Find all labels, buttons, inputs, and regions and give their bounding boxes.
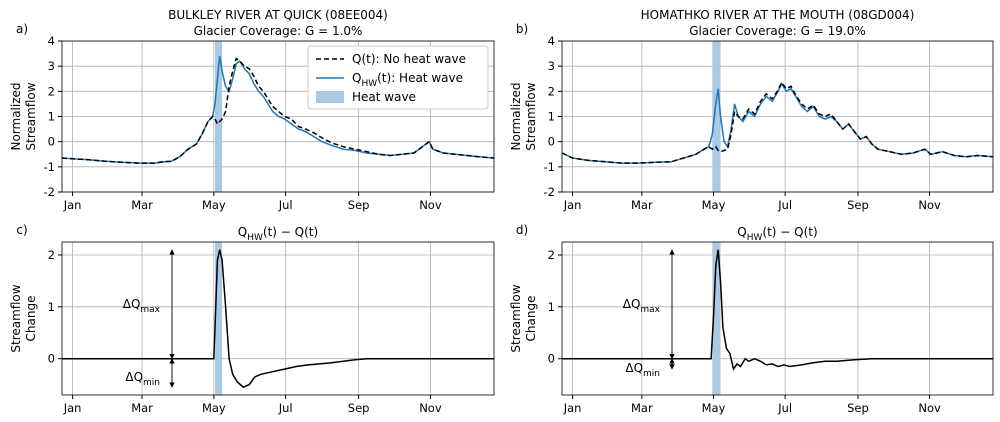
legend-label: Heat wave bbox=[352, 90, 416, 104]
chart-title: QHW(t) − Q(t) bbox=[737, 225, 817, 243]
y-axis-label: Streamflow bbox=[9, 284, 23, 352]
panel-label: c) bbox=[16, 223, 27, 237]
y-tick-label: 0 bbox=[48, 134, 55, 148]
x-tick-label: Jan bbox=[63, 198, 82, 212]
chart-title: QHW(t) − Q(t) bbox=[238, 225, 318, 243]
heat-wave-span bbox=[712, 41, 721, 192]
x-tick-label: Nov bbox=[419, 401, 442, 415]
y-axis-label: Streamflow bbox=[524, 82, 538, 150]
y-tick-label: 3 bbox=[48, 59, 55, 73]
legend-label: QHW(t): Heat wave bbox=[352, 71, 463, 89]
x-tick-label: Jul bbox=[278, 401, 293, 415]
y-tick-label: 0 bbox=[548, 134, 555, 148]
series-line bbox=[61, 57, 495, 164]
x-tick-label: Sep bbox=[348, 198, 370, 212]
panel: -2 -1 0 1 2 3 4 Jan Mar May Jul Sep Nov BULKLEY RIVER… bbox=[9, 8, 495, 212]
x-tick-label: Jan bbox=[563, 198, 582, 212]
x-tick-label: May bbox=[202, 401, 226, 415]
axes-frame bbox=[61, 241, 495, 396]
panel-label: a) bbox=[16, 22, 28, 36]
chart-title: BULKLEY RIVER AT QUICK (08EE004) bbox=[168, 8, 388, 22]
y-tick-label: 1 bbox=[48, 109, 55, 123]
y-tick-label: -2 bbox=[44, 185, 55, 199]
y-tick-label: -1 bbox=[44, 159, 55, 173]
annotation: ΔQmin bbox=[125, 369, 160, 387]
x-tick-label: Mar bbox=[631, 401, 653, 415]
axes-frame bbox=[561, 40, 994, 193]
x-tick-label: Jan bbox=[563, 401, 582, 415]
y-tick-label: 2 bbox=[48, 247, 55, 261]
x-tick-label: Sep bbox=[348, 401, 370, 415]
x-tick-label: Jul bbox=[777, 198, 792, 212]
series-line bbox=[561, 81, 994, 164]
x-tick-label: Nov bbox=[419, 198, 442, 212]
panel-label: b) bbox=[516, 22, 528, 36]
heat-wave-span bbox=[215, 41, 223, 192]
heat-wave-span bbox=[215, 242, 223, 395]
chart-title: Glacier Coverage: G = 19.0% bbox=[689, 24, 866, 38]
x-tick-label: Sep bbox=[847, 198, 869, 212]
x-tick-label: May bbox=[702, 401, 726, 415]
axes-frame bbox=[561, 241, 994, 396]
y-axis-label: Change bbox=[24, 296, 38, 342]
annotation: ΔQmin bbox=[625, 360, 660, 378]
legend-label: Q(t): No heat wave bbox=[352, 52, 466, 66]
y-axis-label: Change bbox=[524, 296, 538, 342]
y-tick-label: 4 bbox=[48, 34, 55, 48]
x-tick-label: Mar bbox=[631, 198, 653, 212]
y-tick-label: 4 bbox=[548, 34, 555, 48]
panel: 0 1 2 Jan Mar May Jul Sep Nov ΔQmax ΔQmin QHW(t) − … bbox=[9, 223, 495, 415]
y-tick-label: 1 bbox=[548, 109, 555, 123]
y-axis-label: Normalized bbox=[9, 82, 23, 150]
y-axis-label: Streamflow bbox=[24, 82, 38, 150]
y-tick-label: -2 bbox=[544, 185, 555, 199]
chart-title: Glacier Coverage: G = 1.0% bbox=[194, 24, 363, 38]
y-tick-label: 2 bbox=[548, 247, 555, 261]
x-tick-label: Jul bbox=[278, 198, 293, 212]
legend-box bbox=[307, 45, 489, 110]
x-tick-label: May bbox=[702, 198, 726, 212]
panel: -2 -1 0 1 2 3 4 Jan Mar May Jul Sep Nov HOMATHKO RIVE… bbox=[509, 8, 994, 212]
y-axis-label: Normalized bbox=[509, 82, 523, 150]
panel: 0 1 2 Jan Mar May Jul Sep Nov ΔQmax ΔQmin QHW(t) − … bbox=[509, 223, 994, 415]
y-tick-label: 0 bbox=[548, 351, 555, 365]
axes-frame bbox=[61, 40, 495, 193]
x-tick-label: Nov bbox=[918, 401, 941, 415]
y-tick-label: 2 bbox=[48, 84, 55, 98]
series-line bbox=[562, 249, 993, 371]
x-tick-label: Jan bbox=[63, 401, 82, 415]
y-tick-label: 3 bbox=[548, 59, 555, 73]
x-tick-label: May bbox=[202, 198, 226, 212]
y-tick-label: 2 bbox=[548, 84, 555, 98]
x-tick-label: Jul bbox=[777, 401, 792, 415]
series-line bbox=[62, 249, 494, 389]
series-line bbox=[561, 82, 994, 164]
y-tick-label: 0 bbox=[48, 351, 55, 365]
x-tick-label: Mar bbox=[131, 198, 153, 212]
x-tick-label: Mar bbox=[131, 401, 153, 415]
heat-wave-span bbox=[712, 242, 721, 395]
chart-title: HOMATHKO RIVER AT THE MOUTH (08GD004) bbox=[641, 8, 915, 22]
x-tick-label: Sep bbox=[847, 401, 869, 415]
y-tick-label: 1 bbox=[548, 299, 555, 313]
y-tick-label: 1 bbox=[48, 299, 55, 313]
annotation: ΔQmax bbox=[623, 297, 661, 315]
y-tick-label: -1 bbox=[544, 159, 555, 173]
panel-label: d) bbox=[516, 223, 528, 237]
annotation: ΔQmax bbox=[123, 297, 161, 315]
legend-swatch bbox=[316, 91, 344, 103]
y-axis-label: Streamflow bbox=[509, 284, 523, 352]
x-tick-label: Nov bbox=[918, 198, 941, 212]
